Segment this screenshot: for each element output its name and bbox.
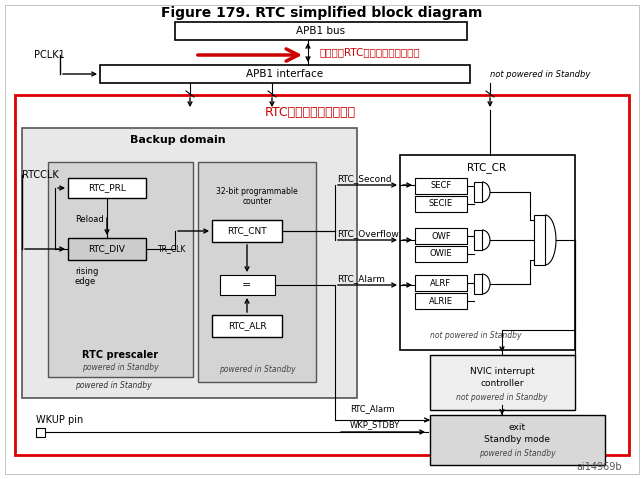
Text: TR_CLK: TR_CLK [158, 244, 186, 253]
Text: counter: counter [242, 196, 272, 205]
Text: NVIC interrupt: NVIC interrupt [469, 367, 535, 376]
Bar [534, 215, 545, 265]
Bar [415, 275, 467, 291]
Text: ALRIE: ALRIE [429, 297, 453, 306]
Text: rising: rising [75, 267, 99, 276]
Text: RTC_Alarm: RTC_Alarm [337, 274, 385, 284]
Bar [48, 162, 193, 377]
Bar [15, 95, 629, 455]
Bar [100, 65, 470, 83]
Bar [212, 220, 282, 242]
Text: OWIE: OWIE [430, 250, 452, 259]
Text: Standby mode: Standby mode [484, 435, 550, 445]
Text: Figure 179. RTC simplified block diagram: Figure 179. RTC simplified block diagram [161, 6, 483, 20]
Text: exit: exit [508, 423, 526, 433]
Bar [415, 293, 467, 309]
Text: RTC_ALR: RTC_ALR [228, 321, 267, 331]
Text: SECF: SECF [430, 182, 451, 191]
Bar [220, 275, 275, 295]
Text: 32-bit programmable: 32-bit programmable [216, 187, 298, 196]
Bar [430, 415, 605, 465]
Bar [415, 196, 467, 212]
Text: WKP_STDBY: WKP_STDBY [350, 421, 401, 430]
Bar [22, 128, 357, 398]
Text: ALRF: ALRF [430, 278, 451, 287]
Text: RTC_DIV: RTC_DIV [89, 244, 126, 253]
Text: 每次要读RTC时，要等待总线同步: 每次要读RTC时，要等待总线同步 [320, 47, 421, 57]
Bar [212, 315, 282, 337]
Bar [474, 230, 482, 250]
Text: powered in Standby: powered in Standby [82, 363, 158, 372]
Text: RTC是独立与系统总线的: RTC是独立与系统总线的 [265, 105, 355, 118]
Text: APB1 interface: APB1 interface [247, 69, 323, 79]
Text: not powered in Standby: not powered in Standby [430, 331, 522, 340]
Text: edge: edge [75, 276, 96, 285]
Bar [415, 178, 467, 194]
Text: Backup domain: Backup domain [130, 135, 225, 145]
Bar [474, 274, 482, 294]
Bar [415, 228, 467, 244]
Text: SECIE: SECIE [429, 199, 453, 208]
Text: RTCCLK: RTCCLK [22, 170, 59, 180]
Text: powered in Standby: powered in Standby [478, 448, 555, 457]
Text: =: = [242, 280, 252, 290]
Bar [400, 155, 575, 350]
Bar [198, 162, 316, 382]
Bar [68, 178, 146, 198]
Text: powered in Standby: powered in Standby [219, 365, 296, 375]
Text: not powered in Standby: not powered in Standby [490, 69, 591, 79]
Bar [36, 428, 45, 437]
Bar [474, 182, 482, 202]
Text: PCLK1: PCLK1 [34, 50, 65, 60]
Text: RTC_PRL: RTC_PRL [88, 183, 126, 193]
Text: RTC_CNT: RTC_CNT [227, 227, 267, 236]
Bar [175, 22, 467, 40]
Text: RTC_Alarm: RTC_Alarm [350, 404, 395, 413]
Text: Reload: Reload [75, 216, 104, 225]
Text: APB1 bus: APB1 bus [296, 26, 346, 36]
Text: controller: controller [480, 378, 524, 388]
Bar [415, 246, 467, 262]
Text: OWF: OWF [431, 231, 451, 240]
Text: not powered in Standby: not powered in Standby [456, 394, 548, 402]
Text: RTC_CR: RTC_CR [468, 162, 507, 173]
Text: RTC_Second: RTC_Second [337, 174, 392, 183]
Text: WKUP pin: WKUP pin [36, 415, 83, 425]
Text: RTC_Overflow: RTC_Overflow [337, 229, 399, 239]
Bar [68, 238, 146, 260]
Text: RTC prescaler: RTC prescaler [82, 350, 158, 360]
Text: powered in Standby: powered in Standby [75, 380, 151, 389]
Text: ai14969b: ai14969b [576, 462, 622, 472]
Bar [430, 355, 575, 410]
